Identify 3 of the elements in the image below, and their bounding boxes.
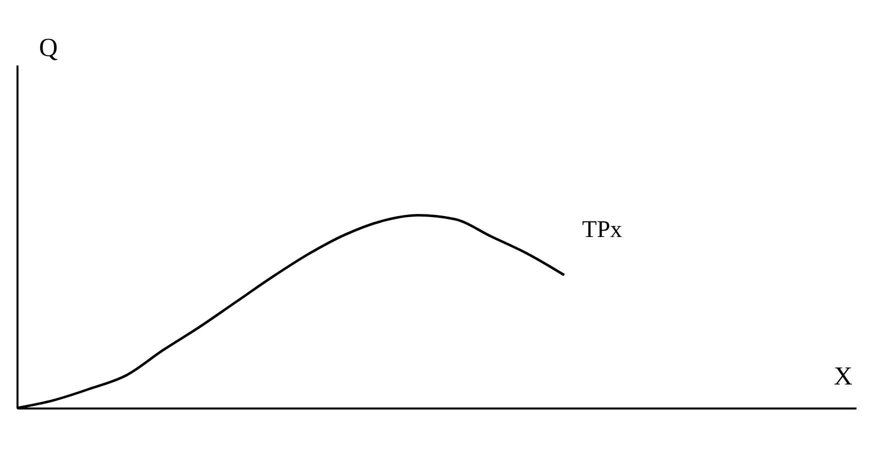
series-label: TPx: [582, 217, 622, 244]
text: Q: [39, 33, 58, 62]
x-axis-title: X: [834, 362, 853, 390]
